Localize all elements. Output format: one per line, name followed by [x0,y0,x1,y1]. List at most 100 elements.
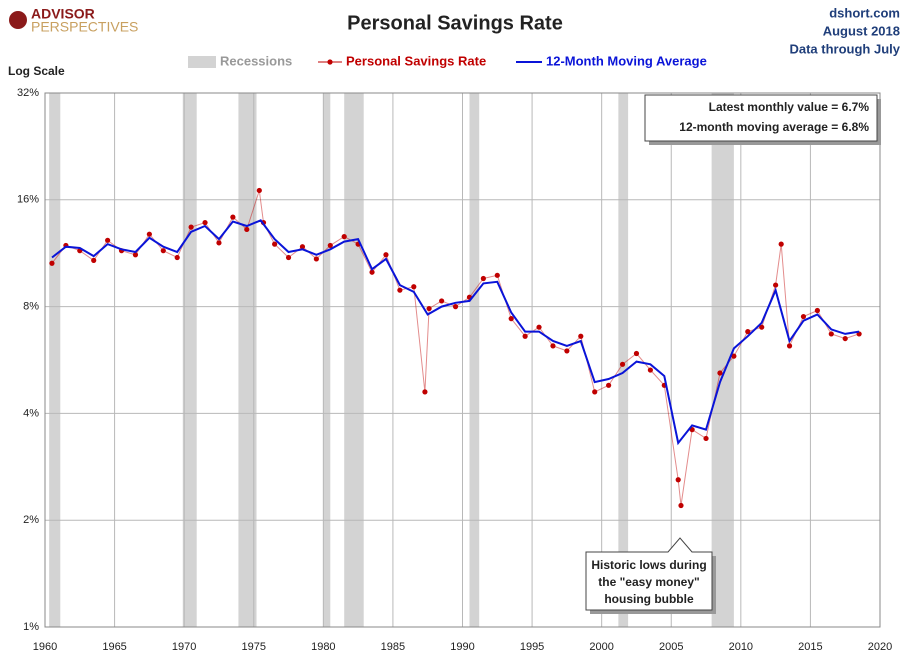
brand-line1: ADVISOR [31,6,95,22]
y-tick-label: 4% [23,407,39,419]
data-point [578,333,584,339]
x-tick-label: 1995 [520,641,544,653]
data-point [480,275,486,282]
source-date: August 2018 [823,23,900,38]
x-tick-label: 2015 [798,641,822,653]
data-point [703,435,709,442]
data-point [174,254,180,261]
legend-swatch [327,59,333,65]
y-tick-label: 2% [23,514,39,526]
x-tick-label: 2005 [659,641,683,653]
data-point [536,324,542,330]
data-point [439,298,445,304]
data-point [647,367,653,373]
plot-frame [44,92,881,628]
data-point [426,305,432,312]
data-point [842,335,848,342]
data-point [327,242,333,249]
x-tick-label: 1970 [172,641,196,653]
info-box [644,94,878,142]
data-point [773,282,779,288]
brand-line2: PERSPECTIVES [31,19,138,35]
data-point [244,226,250,233]
y-scale-label: Log Scale [8,64,65,78]
recession-band [344,93,364,627]
series-line [51,219,860,446]
x-tick-label: 2010 [729,641,753,653]
legend-label: Personal Savings Rate [346,53,486,68]
data-point [299,244,306,250]
data-point [383,252,389,258]
data-point [230,214,236,220]
legend-label: 12-Month Moving Average [546,53,707,68]
data-point [828,331,834,337]
x-tick-label: 1960 [33,641,57,653]
data-point [675,477,681,483]
data-point [550,343,556,349]
recession-band [618,93,629,627]
data-point [132,252,139,258]
data-point [786,343,793,349]
x-tick-label: 2000 [589,641,613,653]
data-point [606,382,612,388]
data-point [619,361,626,367]
recession-band [469,93,480,627]
data-point [814,307,820,314]
data-point [272,241,278,247]
data-point [564,348,570,354]
recession-band [238,93,257,627]
data-point [188,224,194,230]
data-point [800,313,807,320]
data-point [105,237,111,243]
legend-label: Recessions [220,53,292,68]
data-point [678,502,684,509]
data-point [202,219,208,226]
data-point [633,350,640,357]
x-tick-label: 1990 [450,641,474,653]
chart-title: Personal Savings Rate [347,12,563,34]
y-tick-label: 16% [17,194,39,206]
data-point [452,304,459,310]
annotation-line: housing bubble [604,592,694,606]
x-tick-label: 1975 [242,641,266,653]
logo-mark [9,11,27,29]
data-point [160,248,166,254]
data-point [49,260,55,266]
data-point [592,389,598,395]
data-point [397,287,403,293]
x-tick-label: 2020 [868,641,892,653]
data-point [731,353,737,359]
annotation-line: Historic lows during [591,558,706,572]
x-tick-label: 1965 [102,641,126,653]
data-point [91,257,97,263]
data-point [494,272,500,278]
data-point [411,284,417,290]
recession-band [323,93,331,627]
data-point [369,269,375,275]
y-tick-label: 32% [17,87,39,99]
annotation-box [585,537,713,611]
recession-band [711,93,734,627]
data-point [522,333,528,339]
data-point [778,241,784,247]
data-point [759,324,765,330]
data-point [717,370,723,376]
info-line: Latest monthly value = 6.7% [709,100,870,114]
data-point [341,234,347,240]
data-point [745,329,751,335]
y-tick-label: 8% [23,301,39,313]
y-tick-label: 1% [23,621,39,633]
data-point [313,256,319,262]
source-note: Data through July [789,41,900,56]
recession-band [182,93,197,627]
annotation-line: the "easy money" [598,575,699,589]
legend-swatch [188,56,216,68]
data-point [508,316,514,322]
source-site: dshort.com [829,5,900,20]
info-line: 12-month moving average = 6.8% [679,120,869,134]
data-point [216,240,222,246]
data-point [285,254,292,261]
x-tick-label: 1985 [381,641,405,653]
data-point [422,389,428,395]
